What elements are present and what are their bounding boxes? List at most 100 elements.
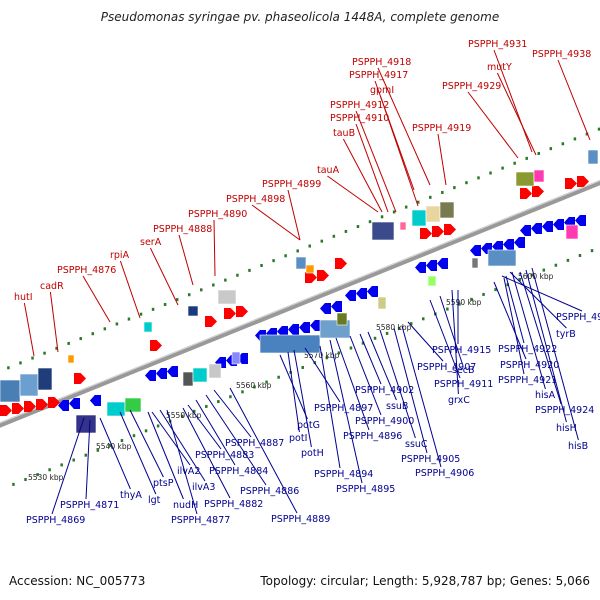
tick-dot [241,390,244,394]
gene-label-reverse: ptsP [153,478,174,489]
reverse-gene-arrow [58,400,69,411]
map-title: Pseudomonas syringae pv. phaseolicola 14… [100,10,500,24]
gene-label-reverse: PSPPH_4869 [26,515,85,526]
gene-leader-forward [355,110,397,213]
gene-label-forward: tauB [333,128,355,139]
tick-dot [361,341,365,345]
tick-label: 5550 kbp [166,411,202,420]
gene-leader-forward [374,80,415,191]
forward-gene-arrow [432,226,444,237]
gene-leader-reverse [119,411,157,495]
gene-label-reverse: hisA [535,390,556,401]
tick-dot [260,264,263,268]
tick-dot [36,473,39,477]
gene-feature-block [471,257,479,269]
reverse-gene-arrow [531,223,542,234]
reverse-gene-arrow [426,260,437,271]
reverse-gene-arrow [310,320,321,331]
gene-label-reverse: ssuC [405,439,428,450]
gene-label-reverse: lgt [148,495,161,506]
gene-feature-block [75,414,97,434]
tick-dot [590,249,594,253]
reverse-gene-arrow [514,237,525,248]
gene-leader-forward [467,91,519,159]
forward-gene-arrow [150,340,162,351]
gene-label-forward: PSPPH_4876 [57,265,116,276]
tick-dot [489,171,492,175]
reverse-gene-arrow [503,239,514,250]
reverse-gene-arrow [156,368,167,379]
tick-label: 5590 kbp [446,298,482,307]
tick-dot [397,327,401,331]
tick-dot [229,395,232,399]
gene-label-forward: PSPPH_4918 [352,57,411,68]
tick-dot [60,463,63,467]
tick-dot [585,132,589,136]
tick-dot [332,234,336,238]
gene-leader-reverse [519,271,562,405]
reverse-gene-arrow [331,301,342,312]
gene-label-reverse: tyrB [556,329,576,340]
tick-dot [337,351,341,355]
gene-label-forward: PSPPH_4898 [226,194,285,205]
gene-label-reverse: ilvA3 [192,482,215,493]
gene-label-forward: PSPPH_4931 [468,39,527,50]
gene-label-forward: cadR [40,281,64,292]
tick-dot [465,181,468,185]
gene-label-reverse: PSPPH_4906 [415,468,474,479]
gene-leader-reverse [205,394,267,486]
gene-feature-block [487,249,517,267]
tick-dot [7,366,10,370]
tick-dot [422,317,425,321]
tick-dot [296,249,299,253]
gene-leader-reverse [129,409,164,478]
tick-dot [236,273,239,277]
reverse-gene-arrow [320,303,331,314]
tick-dot [55,346,58,350]
gene-leader-reverse [293,349,312,448]
gene-feature-block [515,171,535,187]
tick-dot [144,429,148,433]
gene-leader-forward [327,175,379,213]
tick-dot [404,205,408,209]
gene-leader-reverse [407,321,444,362]
gene-label-reverse: PSPPH_4922 [498,344,557,355]
gene-leader-forward [377,67,431,186]
forward-gene-arrow [36,399,48,410]
tick-dot [573,137,577,141]
gene-leader-reverse [329,339,363,484]
tick-label: 5560 kbp [236,381,272,390]
gene-leader-forward [496,72,537,156]
gene-label-reverse: PSPPH_4887 [225,438,284,449]
gene-feature-block [565,224,579,240]
gene-leader-reverse [213,389,252,438]
gene-label-reverse: PSPPH_4920 [500,360,559,371]
tick-dot [224,278,227,282]
tick-dot [156,424,160,428]
forward-gene-arrow [0,405,12,416]
gene-leader-reverse [493,281,527,360]
gene-label-reverse: secB [452,365,475,376]
gene-label-reverse: PSPPH_4928 [556,312,600,323]
gene-label-reverse: PSPPH_4902 [355,385,414,396]
gene-label-reverse: nudH [173,500,198,511]
gene-leader-reverse [439,295,463,365]
gene-feature-block [259,334,321,354]
gene-label-reverse: grxC [448,395,470,406]
gene-label-reverse: PSPPH_4907 [417,362,476,373]
tick-dot [477,176,480,180]
gene-feature-block [208,363,222,379]
forward-gene-arrow [205,316,217,327]
forward-gene-arrow [317,270,329,281]
gene-leader-reverse [229,387,298,514]
gene-label-forward: PSPPH_4917 [349,70,408,81]
gene-leader-reverse [187,404,222,450]
gene-label-forward: PSPPH_4910 [330,113,389,124]
reverse-gene-arrow [553,219,564,230]
tick-dot [458,302,461,306]
forward-gene-arrow [335,258,347,269]
tick-dot [518,278,521,282]
gene-label-reverse: PSPPH_4894 [314,469,373,480]
tick-label: 5530 kbp [28,473,64,482]
tick-dot [217,400,220,404]
